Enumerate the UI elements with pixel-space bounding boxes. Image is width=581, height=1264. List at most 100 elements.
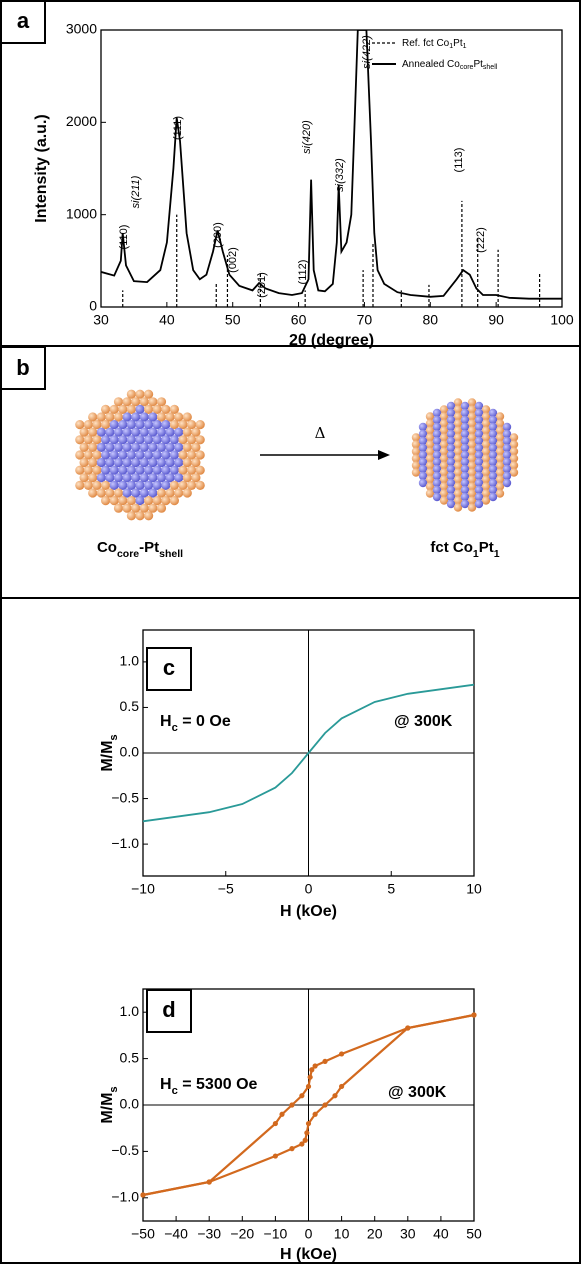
annotation: Hc = 0 Oe [160,713,231,734]
y-axis-label: M/Ms [99,1086,120,1123]
text-part: M/M [99,741,116,772]
panel-label: c [163,655,175,680]
x-tick-label: 70 [357,312,373,328]
data-point [140,1192,145,1197]
x-tick-label: 10 [334,1226,350,1242]
data-point [289,1146,294,1151]
subscript: 1 [494,548,500,560]
subscript: shell [483,64,498,71]
x-tick-label: 80 [422,312,438,328]
text-part: = 5300 Oe [178,1076,258,1093]
x-tick-label: 50 [466,1226,482,1242]
panel-label: a [17,8,30,33]
text-part: Pt [473,59,483,70]
atom [101,496,110,505]
text-part: @ 300K [394,713,453,730]
atom [127,511,136,520]
text-part: fct Co [430,539,473,556]
data-point [279,1112,284,1117]
legend-label: Annealed CocorePtshell [402,59,498,72]
data-point [308,1075,313,1080]
x-tick-label: 0 [305,1226,313,1242]
x-tick-label: 30 [400,1226,416,1242]
peak-label: si(420) [301,120,313,154]
atom [75,481,84,490]
peak-label: (222) [475,227,487,253]
y-tick-label: 0 [89,298,97,314]
x-tick-label: 40 [159,312,175,328]
x-tick-label: −40 [164,1226,188,1242]
x-tick-label: −10 [264,1226,288,1242]
data-point [309,1067,314,1072]
data-point [322,1102,327,1107]
y-tick-label: 1.0 [120,1003,140,1019]
x-tick-label: 100 [550,312,574,328]
y-tick-label: 1.0 [120,653,140,669]
data-point [306,1084,311,1089]
text-part: Pt [453,38,463,49]
x-tick-label: −30 [197,1226,221,1242]
subscript: s [108,734,120,740]
subscript: core [117,548,139,560]
x-tick-label: 0 [305,881,313,897]
x-axis-label: H (kOe) [280,1246,337,1263]
data-point [339,1084,344,1089]
x-tick-label: 5 [387,881,395,897]
data-point [313,1112,318,1117]
text-part: H [160,1076,172,1093]
atom [475,500,483,508]
y-tick-label: 0.0 [120,744,140,760]
y-tick-label: 1000 [66,205,97,221]
peak-label: si(422) [361,35,373,69]
data-point [299,1093,304,1098]
y-tick-label: 0.5 [120,1049,140,1065]
x-tick-label: 20 [367,1226,383,1242]
data-point [207,1179,212,1184]
atom [170,496,179,505]
data-point [273,1153,278,1158]
atom [144,511,153,520]
panel-label: b [16,355,29,380]
subscript: core [460,64,474,71]
x-tick-label: 10 [466,881,482,897]
text-part: M/M [99,1093,116,1124]
x-tick-label: 30 [93,312,109,328]
arrow-label: Δ [315,424,326,442]
figure: b Δ Cocore-Ptshell fct Co1Pt1 3040506070… [0,0,581,1264]
right-label: fct Co1Pt1 [430,539,499,560]
y-axis-label: M/Ms [99,734,120,771]
peak-label: (201) [256,272,268,298]
text-part: Ref. fct Co [402,38,450,49]
annotation: Hc = 5300 Oe [160,1076,258,1097]
peak-label: (111) [172,116,184,140]
y-tick-label: 3000 [66,21,97,37]
atom [183,488,192,497]
x-axis-label: H (kOe) [280,903,337,920]
y-tick-label: 0.0 [120,1096,140,1112]
atom [88,488,97,497]
plot-area [101,30,562,307]
text-part: Pt [479,539,494,556]
data-point [306,1121,311,1126]
data-point [273,1121,278,1126]
data-point [304,1130,309,1135]
x-tick-label: −50 [131,1226,155,1242]
x-axis-label: 2θ (degree) [289,332,374,349]
y-axis-label: Intensity (a.u.) [33,114,50,222]
atom [196,481,205,490]
x-tick-label: −10 [131,881,155,897]
atom [135,511,144,520]
annotation: @ 300K [388,1084,447,1101]
text-part: -Pt [139,539,159,556]
y-tick-label: −1.0 [111,1189,139,1205]
peak-label: si(332) [334,158,346,192]
x-tick-label: 60 [291,312,307,328]
text-part: = 0 Oe [178,713,231,730]
y-tick-label: 0.5 [120,698,140,714]
text-part: H [160,713,172,730]
atom [503,479,511,487]
text-part: Annealed Co [402,59,460,70]
peak-label: (002) [227,247,239,273]
arrow-head [378,450,390,460]
y-tick-label: 2000 [66,113,97,129]
